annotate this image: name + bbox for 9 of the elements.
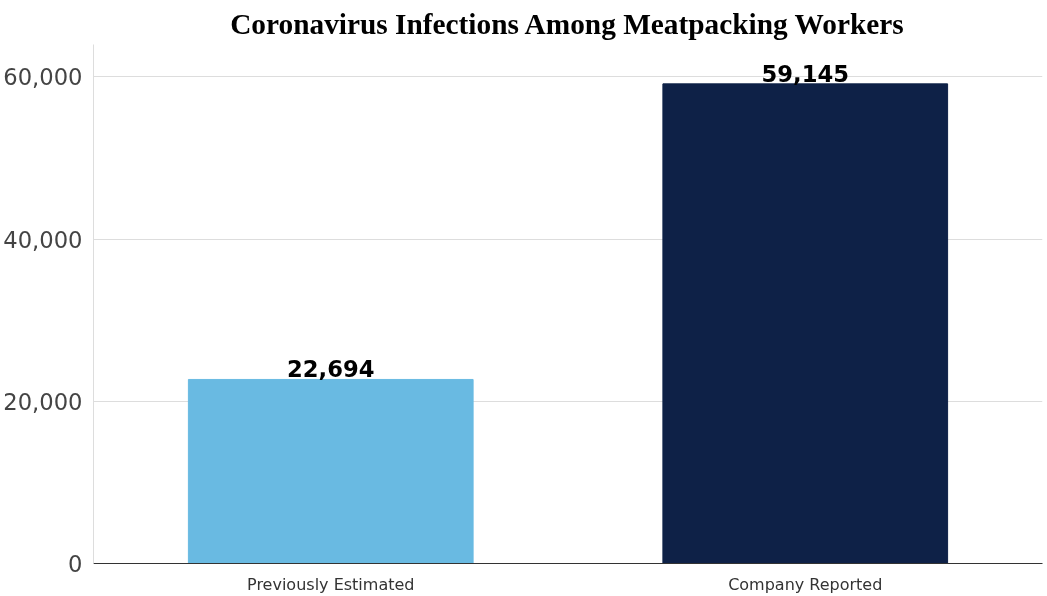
data-label: 59,145 <box>761 60 849 87</box>
data-label: 22,694 <box>287 356 375 383</box>
y-tick-label: 20,000 <box>3 388 83 415</box>
y-tick-label: 40,000 <box>3 226 83 253</box>
x-tick-label: Company Reported <box>728 574 883 594</box>
x-tick-label: Previously Estimated <box>247 574 415 594</box>
y-tick-label: 0 <box>68 551 83 577</box>
y-tick-label: 60,000 <box>3 64 83 91</box>
chart-title: Coronavirus Infections Among Meatpacking Workers <box>230 7 904 40</box>
